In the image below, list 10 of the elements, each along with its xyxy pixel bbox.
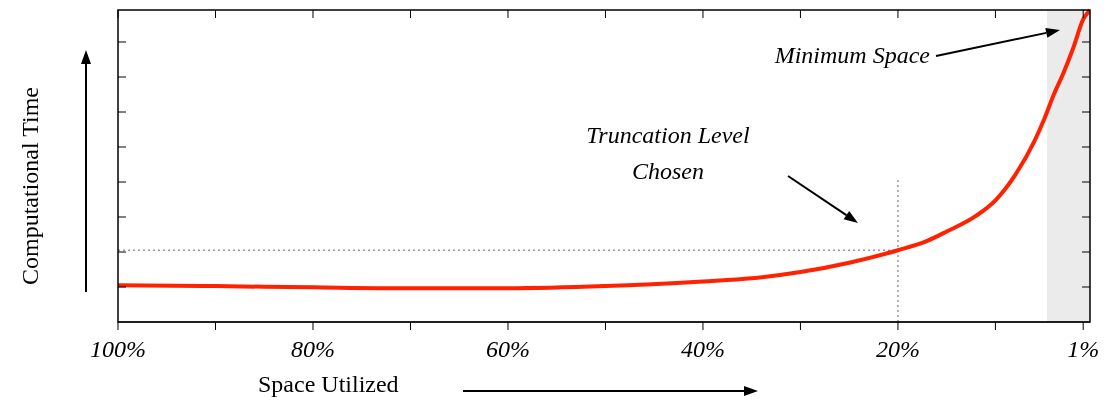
annotation: Truncation Level Chosen <box>586 122 750 184</box>
y-axis-title: Computational Time <box>17 86 43 286</box>
x-tick-label: 80% <box>290 336 335 363</box>
annotation: Minimum Space <box>773 42 931 68</box>
x-axis-title: Space Utilized <box>258 371 399 398</box>
x-tick-label: 20% <box>875 336 920 363</box>
x-tick-label: 1% <box>1067 336 1100 363</box>
x-tick-label: 40% <box>680 336 725 363</box>
x-tick-label: 60% <box>485 336 530 363</box>
x-tick-label: 100% <box>90 336 146 363</box>
